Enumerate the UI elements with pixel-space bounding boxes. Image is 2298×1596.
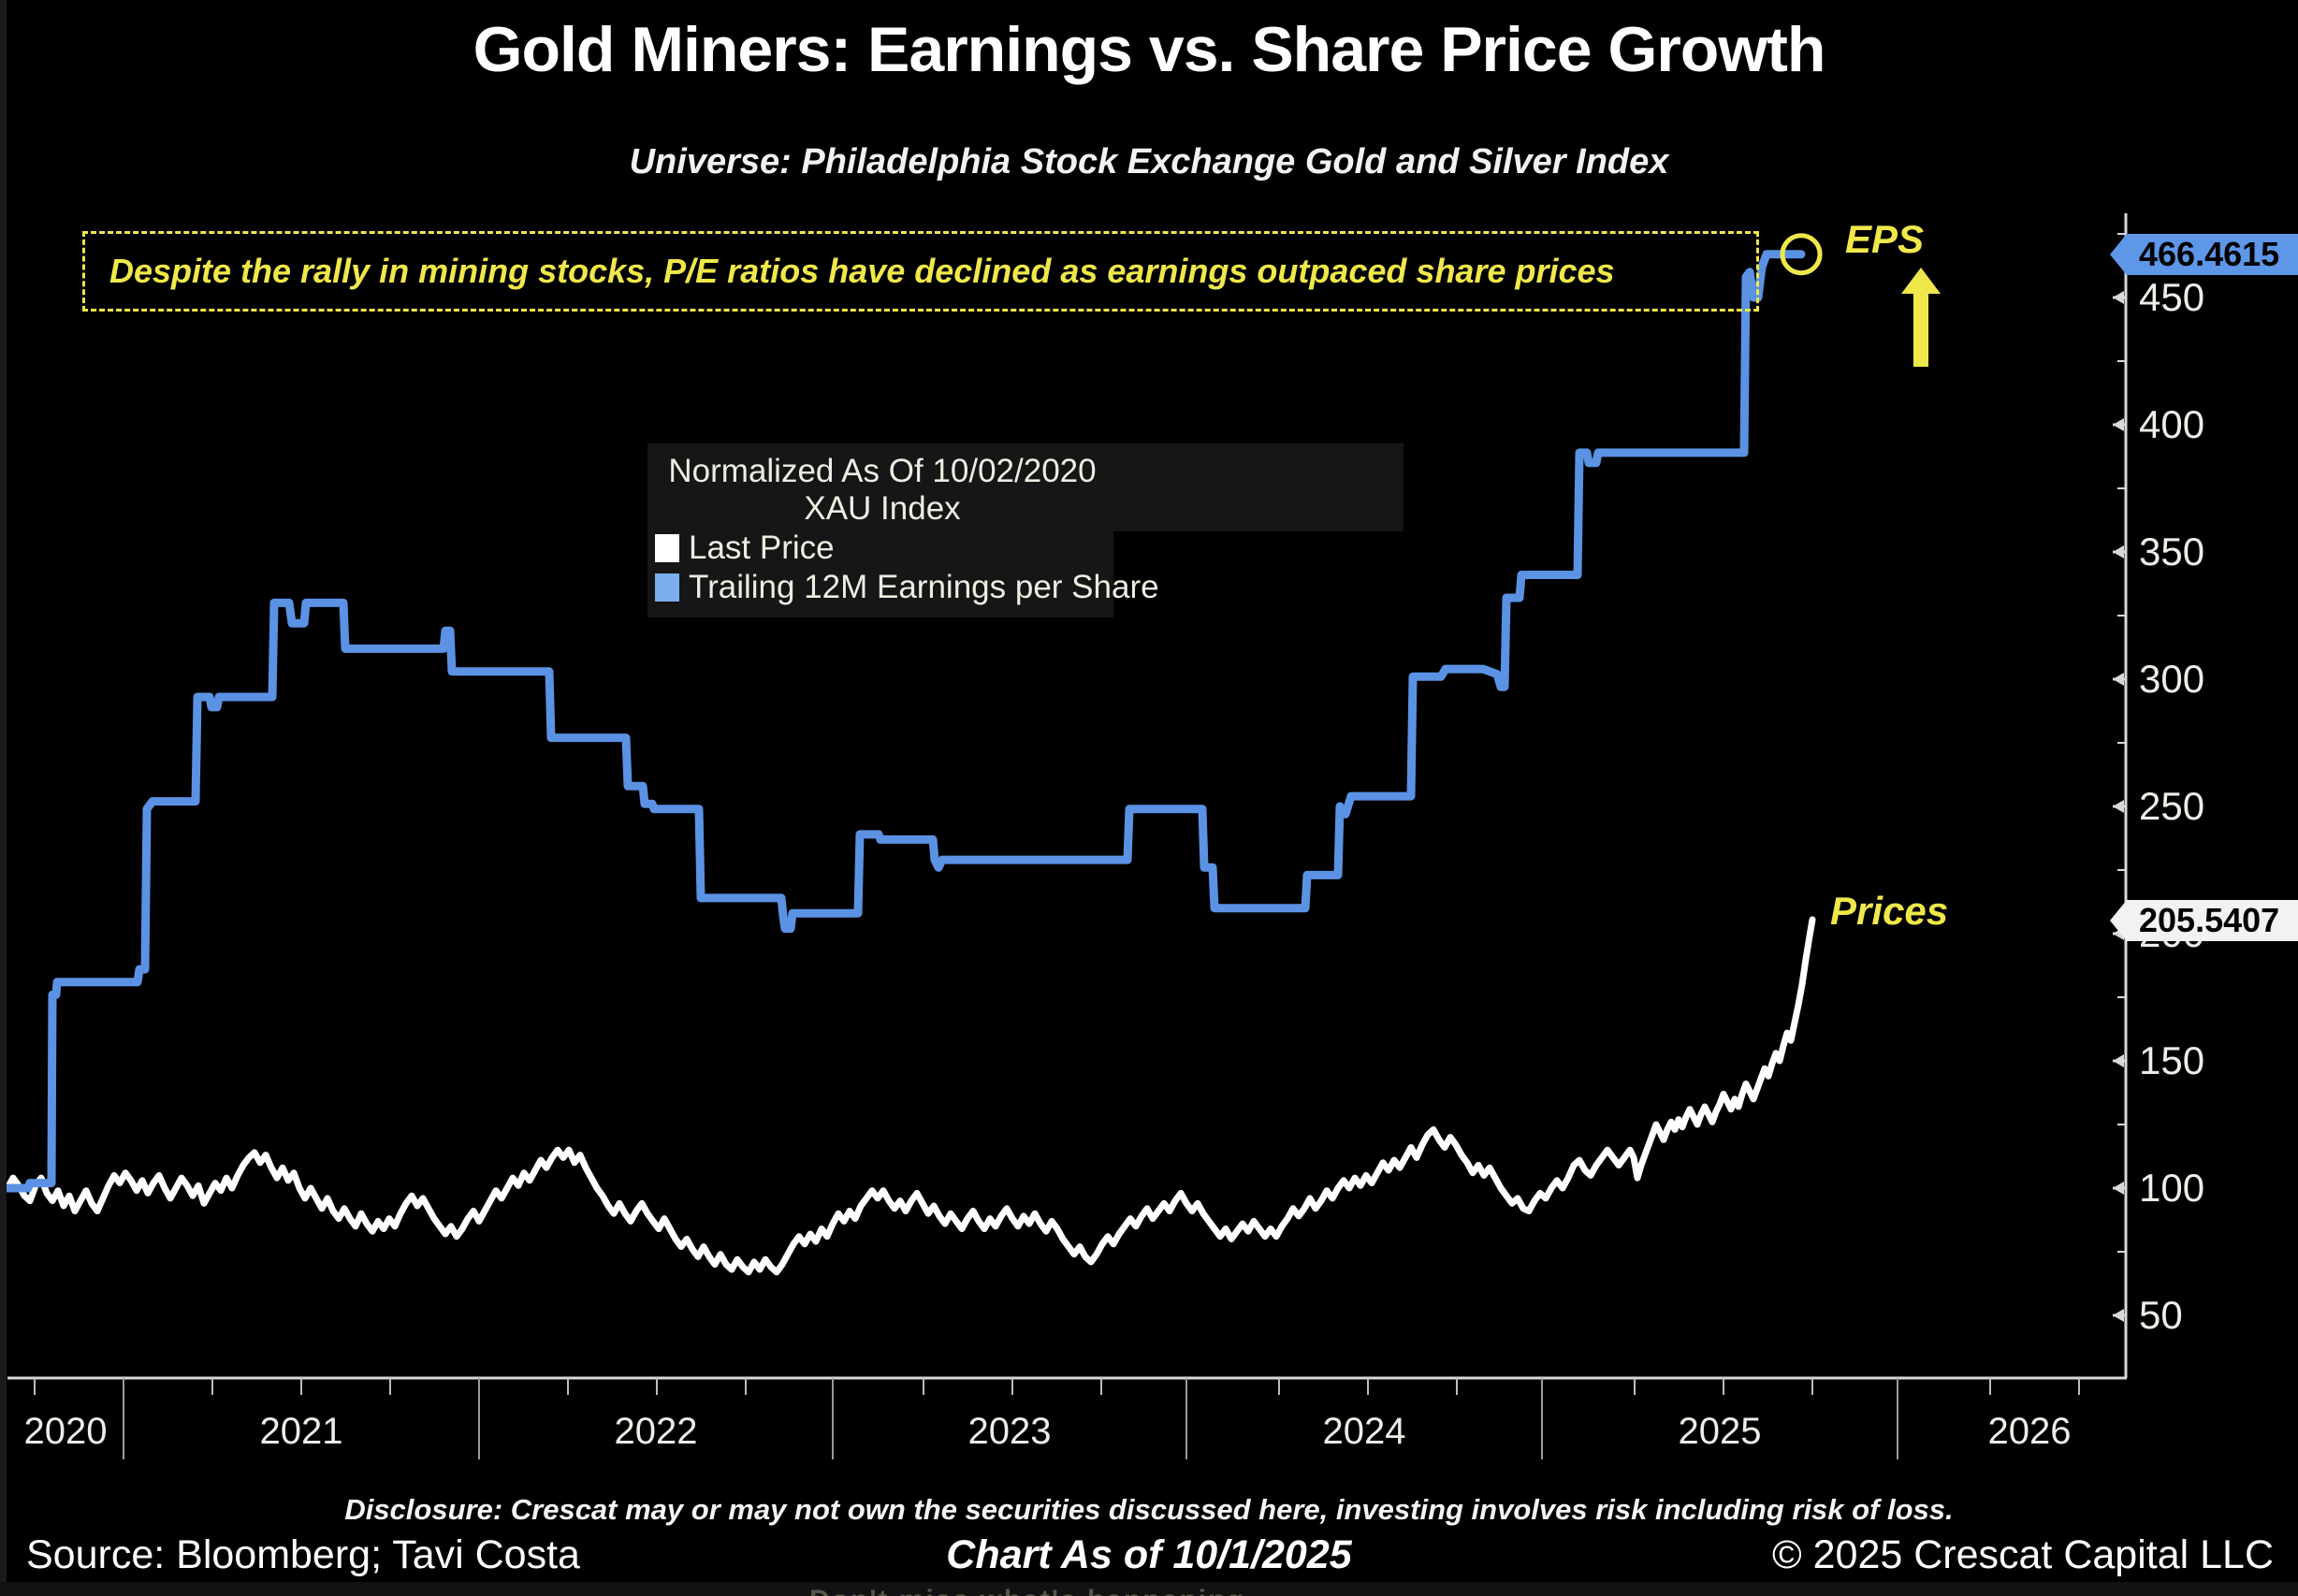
page-subtitle: Universe: Philadelphia Stock Exchange Go… (629, 142, 1669, 181)
y-tick-label-400: 400 (2139, 402, 2204, 446)
x-tick-label-2022: 2022 (615, 1411, 698, 1452)
source-text: Source: Bloomberg; Tavi Costa (26, 1532, 580, 1577)
y-tick-label-100: 100 (2139, 1166, 2204, 1210)
price-last-value: 205.5407 (2139, 901, 2280, 939)
page-title: Gold Miners: Earnings vs. Share Price Gr… (473, 14, 1826, 85)
x-tick-label-2020: 2020 (24, 1411, 108, 1452)
y-tick-arrow-icon (2113, 291, 2124, 304)
legend-item-label: Last Price (689, 530, 835, 566)
prices-annotation-label: Prices (1830, 889, 1949, 933)
eps-last-value-tag: 466.4615 (2110, 234, 2298, 275)
y-tick-label-250: 250 (2139, 784, 2204, 828)
eps-annotation-label: EPS (1845, 217, 1925, 261)
series-trailing-12m-earnings-per-share (3, 250, 1806, 1193)
last-price-swatch-icon (655, 534, 679, 562)
y-tick-label-350: 350 (2139, 530, 2204, 573)
y-tick-label-450: 450 (2139, 275, 2204, 319)
y-tick-arrow-icon (2113, 1054, 2124, 1067)
legend-item-label: Trailing 12M Earnings per Share (689, 569, 1159, 605)
disclosure-text: Disclosure: Crescat may or may not own t… (344, 1493, 1954, 1526)
price-last-value-tag: 205.5407 (2110, 900, 2298, 941)
legend-background-bottom (647, 531, 1113, 617)
tag-arrow-icon (2110, 900, 2127, 941)
cutoff-banner-text: Don't miss what's happening (809, 1585, 1371, 1596)
y-tick-arrow-icon (2113, 673, 2124, 686)
y-tick-arrow-icon (2113, 800, 2124, 813)
x-tick-label-2026: 2026 (1988, 1411, 2072, 1452)
left-border-strip (0, 0, 7, 1596)
up-arrow-icon (1901, 268, 1941, 367)
y-tick-arrow-icon (2113, 545, 2124, 559)
series-last-price (4, 916, 1816, 1276)
callout-box: Despite the rally in mining stocks, P/E … (82, 231, 1759, 312)
legend-index-name: XAU Index (804, 490, 961, 527)
x-tick-label-2021: 2021 (260, 1411, 343, 1452)
copyright-text: © 2025 Crescat Capital LLC (1771, 1532, 2274, 1577)
y-tick-arrow-icon (2113, 1182, 2124, 1195)
x-tick-label-2023: 2023 (968, 1411, 1052, 1452)
callout-text: Despite the rally in mining stocks, P/E … (109, 252, 1615, 290)
y-tick-label-300: 300 (2139, 657, 2204, 701)
bottom-border-strip (0, 1582, 2298, 1596)
legend-background-top (647, 443, 1404, 531)
eps-end-circle-icon (1780, 233, 1823, 276)
x-tick-label-2025: 2025 (1679, 1411, 1762, 1452)
x-tick-label-2024: 2024 (1323, 1411, 1406, 1452)
y-tick-arrow-icon (2113, 418, 2124, 431)
y-tick-label-50: 50 (2139, 1293, 2183, 1337)
legend-item-trailing-eps: Trailing 12M Earnings per Share (655, 569, 1159, 606)
as-of-text: Chart As of 10/1/2025 (946, 1532, 1352, 1577)
eps-last-value: 466.4615 (2139, 235, 2280, 273)
trailing-eps-swatch-icon (655, 573, 679, 602)
y-tick-label-150: 150 (2139, 1038, 2204, 1082)
legend-normalized-note: Normalized As Of 10/02/2020 (668, 453, 1097, 489)
legend-item-last-price: Last Price (655, 530, 835, 567)
tag-arrow-icon (2110, 234, 2127, 275)
y-tick-arrow-icon (2113, 1309, 2124, 1322)
